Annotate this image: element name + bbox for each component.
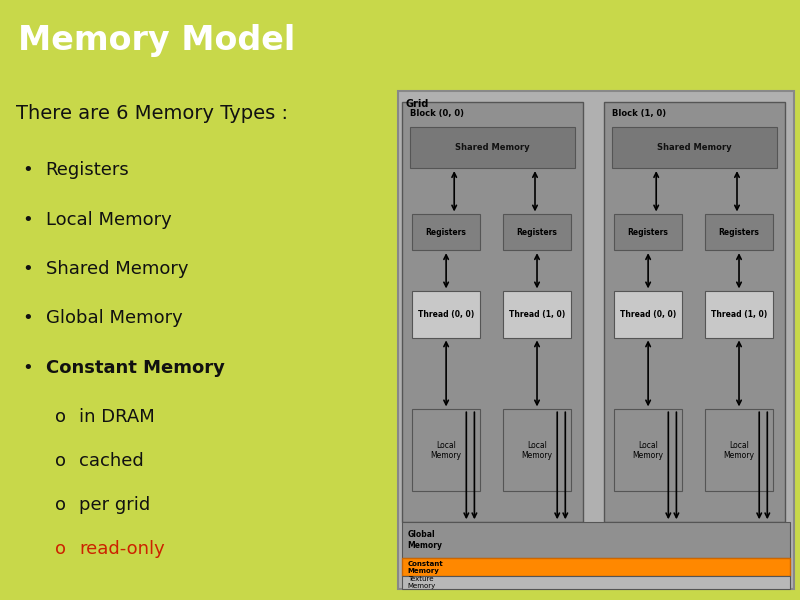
Bar bbox=[402, 101, 583, 522]
Text: Block (1, 0): Block (1, 0) bbox=[612, 109, 666, 118]
Text: Registers: Registers bbox=[46, 161, 130, 179]
Text: •: • bbox=[22, 161, 33, 179]
Text: read-only: read-only bbox=[79, 541, 165, 559]
Text: Global Memory: Global Memory bbox=[46, 310, 182, 328]
Text: Registers: Registers bbox=[628, 228, 669, 237]
Bar bbox=[604, 101, 786, 522]
Bar bbox=[705, 214, 774, 250]
Text: o: o bbox=[55, 408, 66, 426]
Text: Local
Memory: Local Memory bbox=[522, 440, 553, 460]
Text: Thread (1, 0): Thread (1, 0) bbox=[711, 310, 767, 319]
Text: •: • bbox=[22, 359, 33, 377]
Bar bbox=[502, 409, 571, 491]
Text: o: o bbox=[55, 541, 66, 559]
Text: Texture
Memory: Texture Memory bbox=[408, 576, 436, 589]
Bar bbox=[402, 576, 790, 589]
Text: Registers: Registers bbox=[426, 228, 466, 237]
Bar bbox=[614, 409, 682, 491]
Text: Global
Memory: Global Memory bbox=[408, 530, 442, 550]
Text: •: • bbox=[22, 310, 33, 328]
Bar bbox=[410, 127, 575, 168]
Text: •: • bbox=[22, 260, 33, 278]
Text: Registers: Registers bbox=[517, 228, 558, 237]
Bar bbox=[502, 214, 571, 250]
Text: •: • bbox=[22, 211, 33, 229]
Text: Memory Model: Memory Model bbox=[18, 24, 295, 57]
Text: o: o bbox=[55, 452, 66, 470]
Bar bbox=[614, 214, 682, 250]
Text: Constant Memory: Constant Memory bbox=[46, 359, 225, 377]
Text: Local
Memory: Local Memory bbox=[430, 440, 462, 460]
Text: Local
Memory: Local Memory bbox=[723, 440, 754, 460]
Text: Thread (1, 0): Thread (1, 0) bbox=[509, 310, 565, 319]
Bar bbox=[705, 292, 774, 337]
Text: Shared Memory: Shared Memory bbox=[455, 143, 530, 152]
Bar bbox=[412, 214, 481, 250]
Bar bbox=[412, 292, 481, 337]
Bar bbox=[412, 409, 481, 491]
Text: There are 6 Memory Types :: There are 6 Memory Types : bbox=[16, 104, 288, 124]
Bar bbox=[705, 409, 774, 491]
Bar bbox=[614, 292, 682, 337]
Text: Constant
Memory: Constant Memory bbox=[408, 560, 443, 574]
Bar bbox=[612, 127, 778, 168]
Text: Grid: Grid bbox=[406, 99, 429, 109]
Text: per grid: per grid bbox=[79, 496, 150, 514]
Text: Local Memory: Local Memory bbox=[46, 211, 171, 229]
Text: Thread (0, 0): Thread (0, 0) bbox=[620, 310, 676, 319]
Text: Thread (0, 0): Thread (0, 0) bbox=[418, 310, 474, 319]
Text: cached: cached bbox=[79, 452, 144, 470]
Text: o: o bbox=[55, 496, 66, 514]
Text: Shared Memory: Shared Memory bbox=[46, 260, 188, 278]
Bar bbox=[402, 558, 790, 576]
Text: Registers: Registers bbox=[718, 228, 759, 237]
Text: in DRAM: in DRAM bbox=[79, 408, 155, 426]
Text: Local
Memory: Local Memory bbox=[633, 440, 664, 460]
Text: Block (0, 0): Block (0, 0) bbox=[410, 109, 464, 118]
Text: Shared Memory: Shared Memory bbox=[658, 143, 732, 152]
Bar bbox=[502, 292, 571, 337]
Bar bbox=[402, 522, 790, 558]
